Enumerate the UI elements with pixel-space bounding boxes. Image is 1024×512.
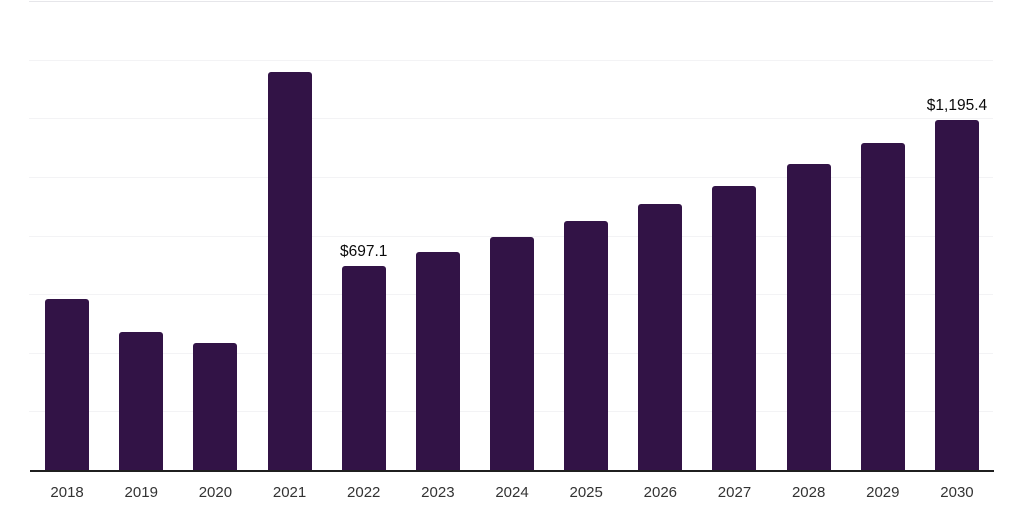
bar-2030: [934, 119, 979, 470]
data-label-2030: $1,195.4: [926, 96, 988, 114]
bar-column-2021: [252, 1, 326, 470]
bar-column-2019: [104, 1, 178, 470]
bar-2020: [193, 343, 238, 470]
bar-2028: [786, 163, 831, 470]
x-axis-labels: 2018 2019 2020 2021 2022 2023 2024 2025 2026 2027…: [30, 484, 994, 502]
bar-2023: [415, 251, 460, 470]
x-tick-2025: 2025: [569, 484, 603, 501]
bar-column-2027: [697, 1, 771, 470]
x-tick-2027: 2027: [717, 484, 752, 501]
x-tick-2020: 2020: [198, 484, 233, 501]
bar-2018: [45, 299, 90, 470]
data-label-2022: $697.1: [339, 242, 388, 260]
bar-column-2018: [30, 1, 104, 470]
bar-column-2024: [475, 1, 549, 470]
bar-column-2020: [178, 1, 252, 470]
bar-2019: [119, 332, 164, 470]
bar-2029: [860, 142, 905, 470]
bar-column-2029: [846, 1, 920, 470]
plot-area: $697.1 $1,195.4: [29, 1, 994, 472]
x-tick-2024: 2024: [495, 484, 529, 501]
bar-column-2023: [401, 1, 475, 470]
bar-column-2022: $697.1: [327, 1, 401, 470]
x-tick-2018: 2018: [50, 484, 84, 501]
bar-column-2028: [772, 1, 846, 470]
bar-2026: [638, 204, 683, 470]
x-tick-2030: 2030: [940, 484, 974, 501]
bar-2024: [490, 236, 535, 470]
bar-2025: [564, 220, 609, 470]
bar-2022: [341, 265, 386, 470]
x-axis-line: [30, 470, 994, 472]
x-tick-2026: 2026: [643, 484, 678, 501]
x-tick-2022: 2022: [347, 484, 381, 501]
x-tick-2029: 2029: [866, 484, 900, 501]
bar-2021: [267, 71, 312, 470]
x-tick-2028: 2028: [791, 484, 826, 501]
x-tick-2023: 2023: [421, 484, 455, 501]
bars: $697.1 $1,195.4: [30, 1, 994, 470]
bar-column-2030: $1,195.4: [920, 1, 994, 470]
bar-2027: [712, 185, 757, 470]
bar-column-2026: [623, 1, 697, 470]
bar-column-2025: [549, 1, 623, 470]
x-tick-2021: 2021: [272, 484, 307, 501]
x-tick-2019: 2019: [124, 484, 158, 501]
